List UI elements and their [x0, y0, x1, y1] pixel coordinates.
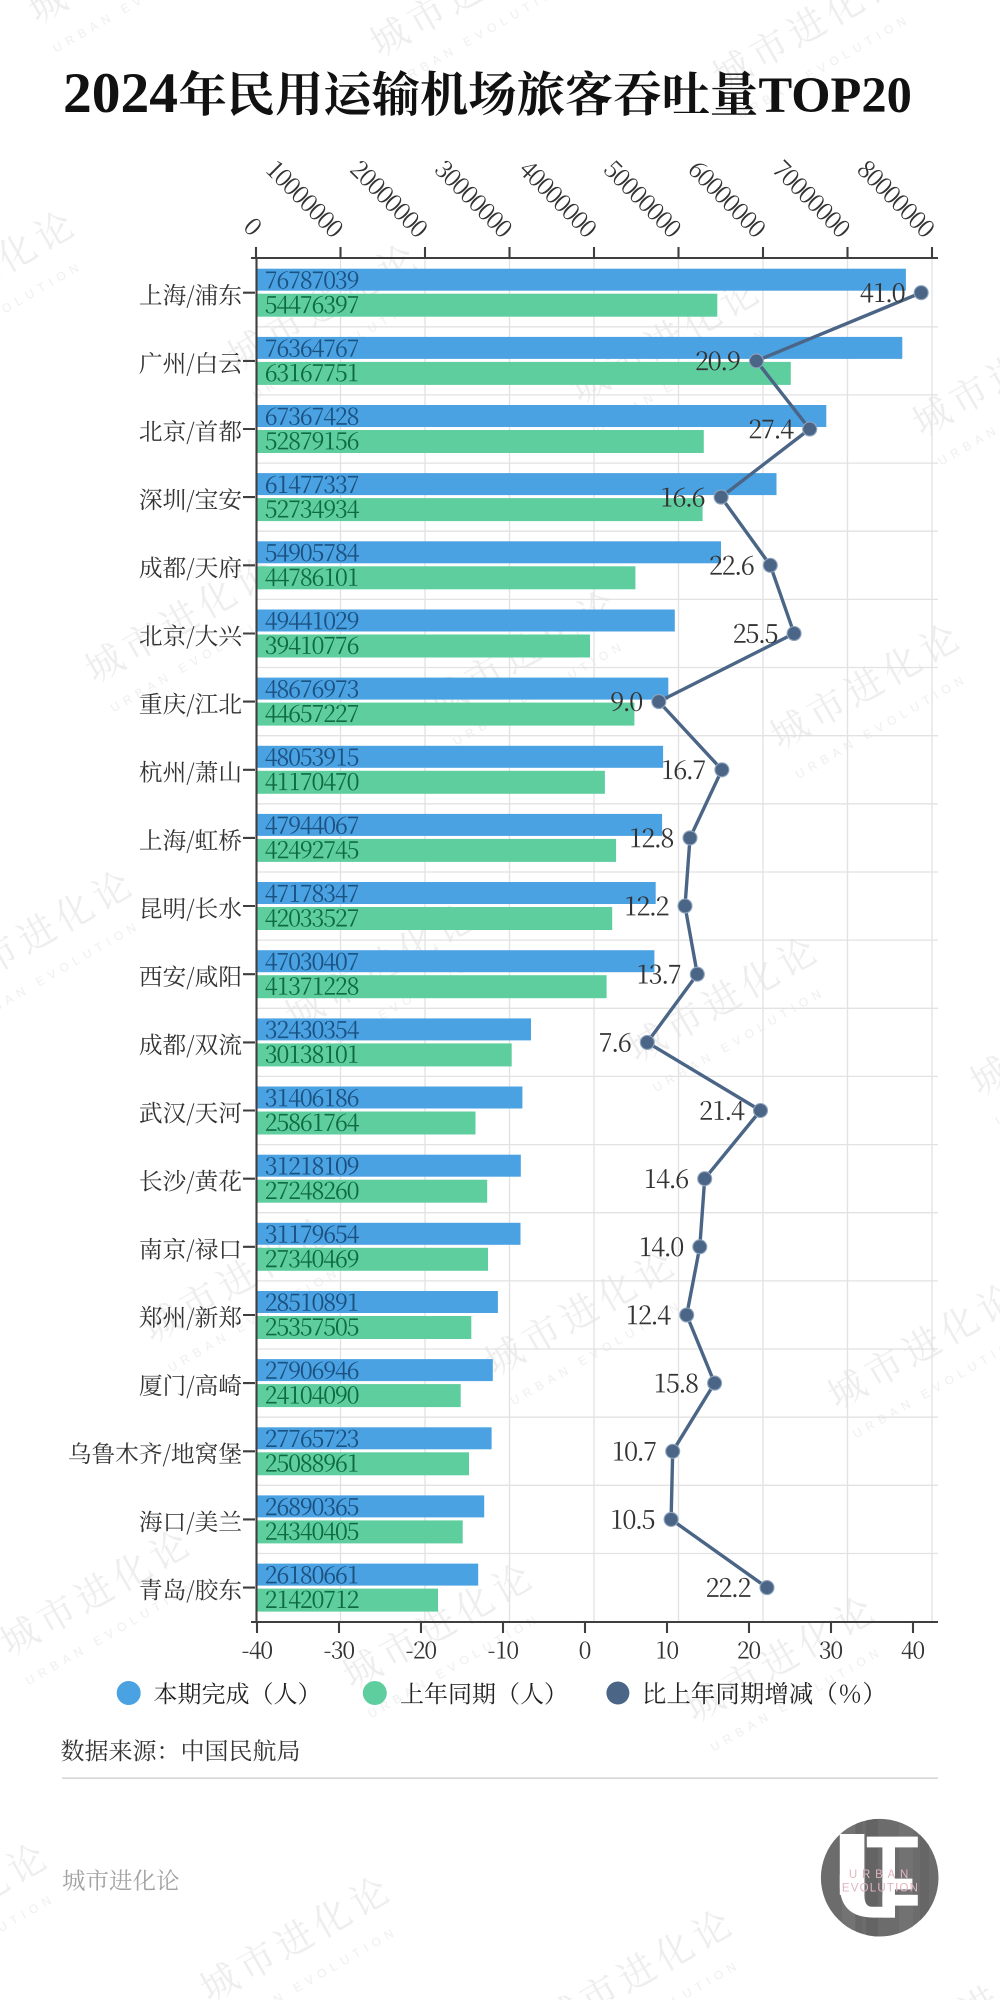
- svg-text:URBAN: URBAN: [849, 1869, 913, 1881]
- svg-text:TOP20: TOP20: [759, 67, 912, 123]
- svg-text:2024: 2024: [63, 62, 178, 125]
- svg-text:EVOLUTION: EVOLUTION: [842, 1883, 919, 1895]
